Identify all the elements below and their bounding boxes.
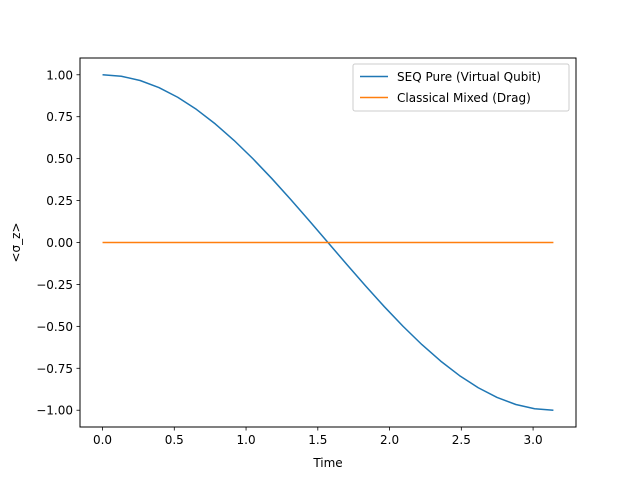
y-tick-label: 1.00: [46, 68, 73, 82]
series-lines: [102, 74, 554, 411]
y-tick-label: 0.50: [46, 152, 73, 166]
plot-area-frame: [79, 57, 577, 428]
legend-label-seq-pure: SEQ Pure (Virtual Qubit): [397, 70, 541, 84]
axes-ticks: 0.0 0.5 1.0 1.5 2.0 2.5 3.0 1.00 0.75 0.50 0.25 0.0…: [36, 68, 542, 447]
x-tick-label: 0.5: [165, 433, 184, 447]
x-tick-label: 2.5: [452, 433, 471, 447]
y-tick-label: −0.75: [36, 362, 73, 376]
legend: SEQ Pure (Virtual Qubit) Classical Mixed…: [352, 63, 570, 112]
x-axis-label: Time: [312, 456, 342, 470]
legend-label-classical-mixed: Classical Mixed (Drag): [397, 91, 531, 105]
x-tick-label: 1.0: [237, 433, 256, 447]
y-tick-label: −0.25: [36, 278, 73, 292]
x-tick-label: 3.0: [524, 433, 543, 447]
y-tick-label: −0.50: [36, 320, 73, 334]
x-tick-label: 0.0: [93, 433, 112, 447]
y-tick-label: 0.75: [46, 110, 73, 124]
y-axis-label: <σ_z>: [9, 222, 23, 262]
y-tick-label: 0.00: [46, 236, 73, 250]
x-tick-label: 1.5: [308, 433, 327, 447]
y-tick-label: −1.00: [36, 404, 73, 418]
y-tick-label: 0.25: [46, 194, 73, 208]
x-tick-label: 2.0: [380, 433, 399, 447]
legend-box: [352, 63, 570, 112]
